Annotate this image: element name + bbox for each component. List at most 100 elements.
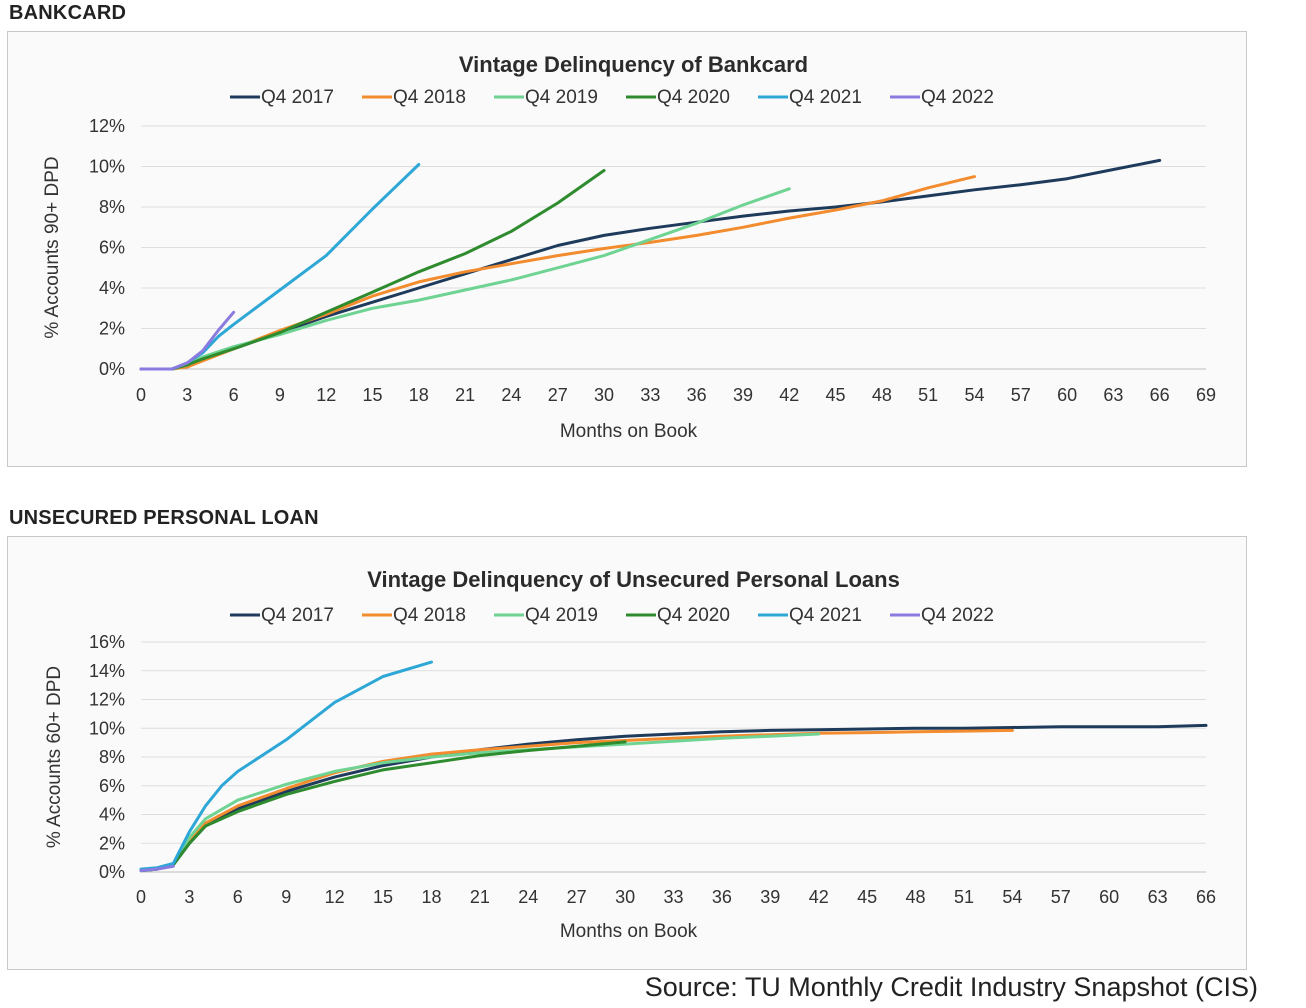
x-tick-label: 21: [470, 887, 490, 907]
y-tick-label: 10%: [89, 718, 125, 738]
legend-entry: Q4 2019: [494, 605, 598, 626]
legend-label: Q4 2020: [657, 605, 730, 626]
x-tick-label: 60: [1099, 887, 1119, 907]
x-tick-label: 24: [518, 887, 538, 907]
x-tick-label: 0: [136, 887, 146, 907]
x-tick-label: 0: [136, 385, 146, 405]
legend-entry: Q4 2021: [758, 605, 862, 626]
x-tick-label: 66: [1196, 887, 1216, 907]
y-tick-label: 6%: [99, 776, 125, 796]
y-tick-label: 8%: [99, 197, 125, 217]
x-tick-label: 36: [712, 887, 732, 907]
x-tick-label: 45: [857, 887, 877, 907]
legend-entry: Q4 2018: [362, 605, 466, 626]
series-line-q4-2021: [139, 660, 433, 871]
x-tick-label: 57: [1051, 887, 1071, 907]
x-tick-label: 27: [567, 887, 587, 907]
x-tick-label: 57: [1011, 385, 1031, 405]
x-axis-label: Months on Book: [560, 921, 698, 942]
x-tick-label: 15: [373, 887, 393, 907]
legend-label: Q4 2017: [261, 87, 334, 108]
legend-label: Q4 2022: [921, 605, 994, 626]
x-tick-label: 12: [325, 887, 345, 907]
y-tick-label: 16%: [89, 632, 125, 652]
x-tick-label: 42: [809, 887, 829, 907]
y-tick-label: 0%: [99, 862, 125, 882]
x-tick-label: 3: [182, 385, 192, 405]
series-line-q4-2022: [139, 864, 175, 873]
x-tick-label: 9: [281, 887, 291, 907]
legend-entry: Q4 2022: [890, 605, 994, 626]
y-tick-label: 8%: [99, 747, 125, 767]
legend-label: Q4 2021: [789, 87, 862, 108]
x-tick-label: 51: [918, 385, 938, 405]
legend-entry: Q4 2018: [362, 87, 466, 108]
x-tick-label: 36: [687, 385, 707, 405]
x-tick-label: 21: [455, 385, 475, 405]
x-tick-label: 18: [409, 385, 429, 405]
x-axis-label: Months on Book: [560, 421, 698, 442]
x-tick-label: 63: [1103, 385, 1123, 405]
legend-entry: Q4 2020: [626, 87, 730, 108]
x-tick-label: 48: [906, 887, 926, 907]
legend-label: Q4 2020: [657, 87, 730, 108]
y-tick-label: 10%: [89, 157, 125, 177]
x-tick-label: 48: [872, 385, 892, 405]
y-tick-label: 4%: [99, 278, 125, 298]
x-tick-label: 54: [1002, 887, 1022, 907]
x-tick-label: 45: [826, 385, 846, 405]
legend-label: Q4 2017: [261, 605, 334, 626]
y-axis-label: % Accounts 60+ DPD: [44, 666, 65, 848]
x-tick-label: 69: [1196, 385, 1216, 405]
chart-title: Vintage Delinquency of Unsecured Persona…: [367, 567, 900, 592]
x-tick-label: 6: [229, 385, 239, 405]
legend-entry: Q4 2020: [626, 605, 730, 626]
series-line-q4-2017: [139, 723, 1208, 873]
chart-title: Vintage Delinquency of Bankcard: [459, 52, 808, 77]
x-tick-label: 42: [779, 385, 799, 405]
x-tick-label: 63: [1148, 887, 1168, 907]
y-tick-label: 2%: [99, 319, 125, 339]
x-tick-label: 66: [1150, 385, 1170, 405]
series-line-q4-2020: [139, 169, 606, 371]
x-tick-label: 33: [640, 385, 660, 405]
personal-loan-chart: Vintage Delinquency of Unsecured Persona…: [44, 567, 1216, 942]
legend-entry: Q4 2017: [230, 87, 334, 108]
y-tick-label: 6%: [99, 238, 125, 258]
legend-label: Q4 2018: [393, 87, 466, 108]
legend-entry: Q4 2022: [890, 87, 994, 108]
x-tick-label: 12: [316, 385, 336, 405]
y-tick-label: 2%: [99, 833, 125, 853]
legend-entry: Q4 2019: [494, 87, 598, 108]
x-tick-label: 60: [1057, 385, 1077, 405]
section-label-personal-loan: UNSECURED PERSONAL LOAN: [9, 507, 319, 529]
x-tick-label: 33: [663, 887, 683, 907]
personal-loan-chart-panel: Vintage Delinquency of Unsecured Persona…: [7, 536, 1247, 970]
y-tick-label: 14%: [89, 661, 125, 681]
x-tick-label: 15: [363, 385, 383, 405]
series-line-q4-2017: [139, 158, 1162, 371]
x-tick-label: 9: [275, 385, 285, 405]
legend-label: Q4 2022: [921, 87, 994, 108]
source-note: Source: TU Monthly Credit Industry Snaps…: [644, 972, 1258, 1002]
y-tick-label: 12%: [89, 116, 125, 136]
legend-label: Q4 2018: [393, 605, 466, 626]
series-line-q4-2021: [139, 163, 421, 371]
x-tick-label: 39: [733, 385, 753, 405]
series-line-q4-2019: [139, 187, 791, 371]
x-tick-label: 27: [548, 385, 568, 405]
y-tick-label: 12%: [89, 690, 125, 710]
x-tick-label: 3: [184, 887, 194, 907]
legend-entry: Q4 2017: [230, 605, 334, 626]
x-tick-label: 54: [964, 385, 984, 405]
legend-label: Q4 2019: [525, 605, 598, 626]
x-tick-label: 30: [594, 385, 614, 405]
y-axis-label: % Accounts 90+ DPD: [42, 156, 63, 338]
bankcard-chart: Vintage Delinquency of Bankcard Q4 2017 Q4…: [42, 52, 1216, 442]
series-line-q4-2019: [139, 732, 821, 873]
x-tick-label: 30: [615, 887, 635, 907]
x-tick-label: 24: [501, 385, 521, 405]
bankcard-chart-panel: Vintage Delinquency of Bankcard Q4 2017 Q4…: [7, 31, 1247, 467]
series-line-q4-2022: [139, 310, 236, 371]
x-tick-label: 39: [760, 887, 780, 907]
